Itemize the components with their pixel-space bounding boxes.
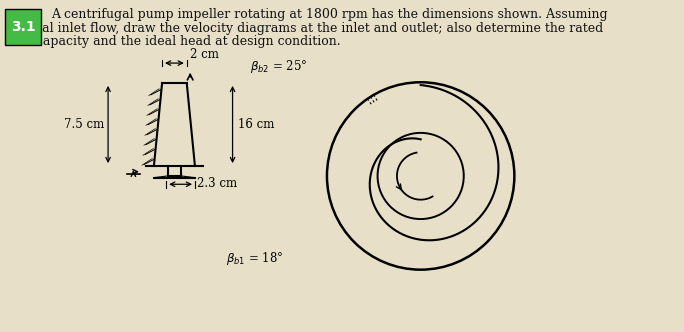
FancyBboxPatch shape (5, 9, 41, 45)
Text: $\beta_{b2}$ = 25°: $\beta_{b2}$ = 25° (250, 58, 307, 75)
Text: 2.3 cm: 2.3 cm (197, 177, 237, 190)
Text: $\beta_{b1}$ = 18°: $\beta_{b1}$ = 18° (226, 250, 283, 268)
Text: 16 cm: 16 cm (238, 118, 274, 131)
Text: a radial inlet flow, draw the velocity diagrams at the inlet and outlet; also de: a radial inlet flow, draw the velocity d… (5, 22, 604, 35)
Text: 3.1: 3.1 (11, 20, 36, 34)
Text: 2 cm: 2 cm (190, 48, 219, 61)
Text: 7.5 cm: 7.5 cm (64, 118, 105, 131)
Text: A centrifugal pump impeller rotating at 1800 rpm has the dimensions shown. Assum: A centrifugal pump impeller rotating at … (51, 8, 608, 21)
Text: flow capacity and the ideal head at design condition.: flow capacity and the ideal head at desi… (5, 35, 341, 48)
